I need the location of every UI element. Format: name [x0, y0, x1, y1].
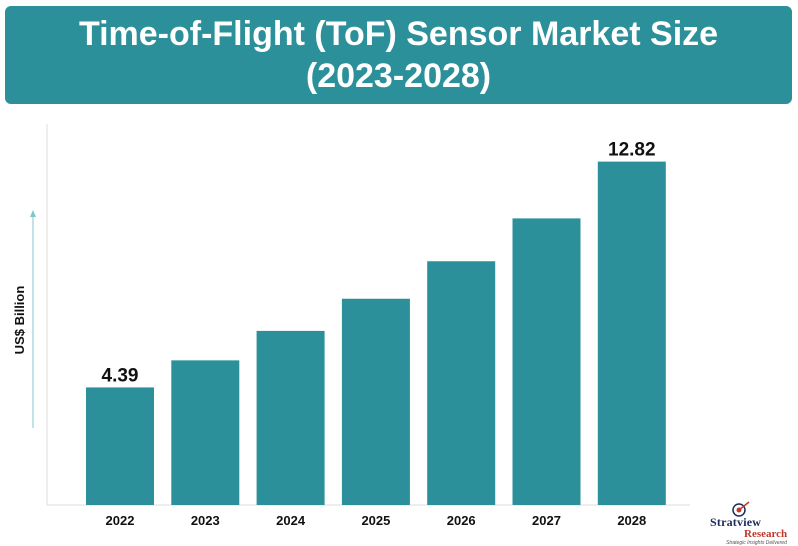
chart-title: Time-of-Flight (ToF) Sensor Market Size … [78, 15, 719, 95]
data-label-2022: 4.39 [102, 365, 139, 386]
bar-2023 [171, 360, 240, 505]
bar-2026 [427, 261, 496, 505]
x-tick-label-2022: 2022 [106, 513, 135, 528]
bar-2028 [597, 161, 666, 505]
x-tick-label-2024: 2024 [276, 513, 306, 528]
x-tick-label-2023: 2023 [191, 513, 220, 528]
x-tick-label-2025: 2025 [361, 513, 390, 528]
data-label-2028: 12.82 [608, 140, 656, 161]
y-axis-label: US$ Billion [12, 286, 27, 355]
x-tick-label-2026: 2026 [447, 513, 476, 528]
bar-2025 [341, 298, 410, 505]
x-tick-label-2028: 2028 [617, 513, 646, 528]
bar-2024 [256, 330, 325, 505]
y-axis-arrow [30, 210, 36, 428]
bar-2027 [512, 218, 581, 505]
logo-sub: Research [744, 528, 788, 540]
logo-name: Stratview [710, 515, 762, 529]
stratview-logo: Stratview Research Strategic Insights De… [708, 500, 794, 546]
logo-tagline: Strategic Insights Delivered [726, 540, 787, 546]
bar-2022 [86, 387, 154, 505]
x-tick-label-2027: 2027 [532, 513, 561, 528]
title-banner: Time-of-Flight (ToF) Sensor Market Size … [5, 6, 792, 104]
logo-target-icon [732, 501, 750, 517]
